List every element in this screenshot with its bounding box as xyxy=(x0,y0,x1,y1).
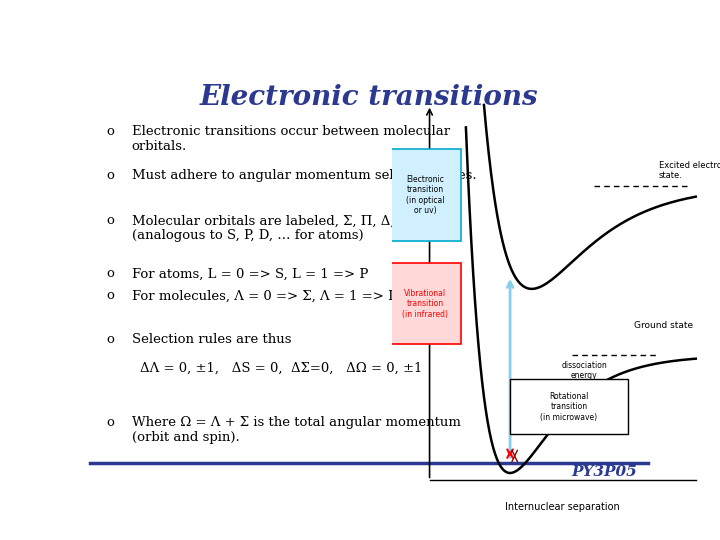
Text: Vibrational
transition
(in infrared): Vibrational transition (in infrared) xyxy=(402,289,448,319)
Text: o: o xyxy=(107,416,114,429)
Text: Electronic transitions occur between molecular
orbitals.: Electronic transitions occur between mol… xyxy=(132,125,450,153)
Text: Energy: Energy xyxy=(414,272,423,306)
Text: Rotational
transition
(in microwave): Rotational transition (in microwave) xyxy=(540,392,598,422)
Text: Must adhere to angular momentum selection rules.: Must adhere to angular momentum selectio… xyxy=(132,168,477,182)
Text: o: o xyxy=(107,125,114,138)
Text: o: o xyxy=(107,214,114,227)
Text: Excited electronic
state.: Excited electronic state. xyxy=(659,161,720,180)
Text: Molecular orbitals are labeled, Σ, Π, Δ, …
(analogous to S, P, D, … for atoms): Molecular orbitals are labeled, Σ, Π, Δ,… xyxy=(132,214,412,242)
Text: o: o xyxy=(107,267,114,280)
Text: ΔΛ = 0, ±1,   ΔS = 0,  ΔΣ=0,   ΔΩ = 0, ±1: ΔΛ = 0, ±1, ΔS = 0, ΔΣ=0, ΔΩ = 0, ±1 xyxy=(140,362,423,375)
Bar xyxy=(390,263,461,344)
Text: Selection rules are thus: Selection rules are thus xyxy=(132,333,292,346)
Text: For molecules, Λ = 0 => Σ, Λ = 1 => Π: For molecules, Λ = 0 => Σ, Λ = 1 => Π xyxy=(132,289,400,302)
Text: Electronic
transition
(in optical
or uv): Electronic transition (in optical or uv) xyxy=(405,175,444,215)
Bar xyxy=(510,379,628,434)
Text: o: o xyxy=(107,333,114,346)
Bar xyxy=(390,149,461,241)
Text: Electronic transitions: Electronic transitions xyxy=(199,84,539,111)
Text: Where Ω = Λ + Σ is the total angular momentum
(orbit and spin).: Where Ω = Λ + Σ is the total angular mom… xyxy=(132,416,461,444)
Text: PY3P05: PY3P05 xyxy=(571,465,637,479)
Text: For atoms, L = 0 => S, L = 1 => P: For atoms, L = 0 => S, L = 1 => P xyxy=(132,267,368,280)
Text: dissociation
energy: dissociation energy xyxy=(562,361,607,380)
Text: Internuclear separation: Internuclear separation xyxy=(505,502,620,512)
Text: Ground state: Ground state xyxy=(634,321,693,330)
Text: o: o xyxy=(107,168,114,182)
Text: o: o xyxy=(107,289,114,302)
